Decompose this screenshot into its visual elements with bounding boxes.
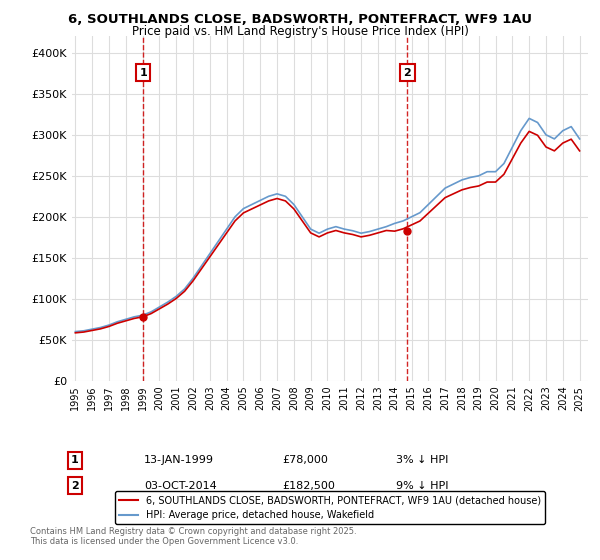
Text: 2: 2 [71, 480, 79, 491]
Text: Contains HM Land Registry data © Crown copyright and database right 2025.
This d: Contains HM Land Registry data © Crown c… [30, 526, 356, 546]
Text: £78,000: £78,000 [282, 455, 328, 465]
Text: 13-JAN-1999: 13-JAN-1999 [144, 455, 214, 465]
Text: 1: 1 [71, 455, 79, 465]
Text: Price paid vs. HM Land Registry's House Price Index (HPI): Price paid vs. HM Land Registry's House … [131, 25, 469, 38]
Text: 6, SOUTHLANDS CLOSE, BADSWORTH, PONTEFRACT, WF9 1AU: 6, SOUTHLANDS CLOSE, BADSWORTH, PONTEFRA… [68, 13, 532, 26]
Text: 2: 2 [403, 68, 411, 78]
Text: £182,500: £182,500 [282, 480, 335, 491]
Text: 1: 1 [139, 68, 147, 78]
Legend: 6, SOUTHLANDS CLOSE, BADSWORTH, PONTEFRACT, WF9 1AU (detached house), HPI: Avera: 6, SOUTHLANDS CLOSE, BADSWORTH, PONTEFRA… [115, 491, 545, 524]
Text: 9% ↓ HPI: 9% ↓ HPI [396, 480, 449, 491]
Text: 3% ↓ HPI: 3% ↓ HPI [396, 455, 448, 465]
Text: 03-OCT-2014: 03-OCT-2014 [144, 480, 217, 491]
